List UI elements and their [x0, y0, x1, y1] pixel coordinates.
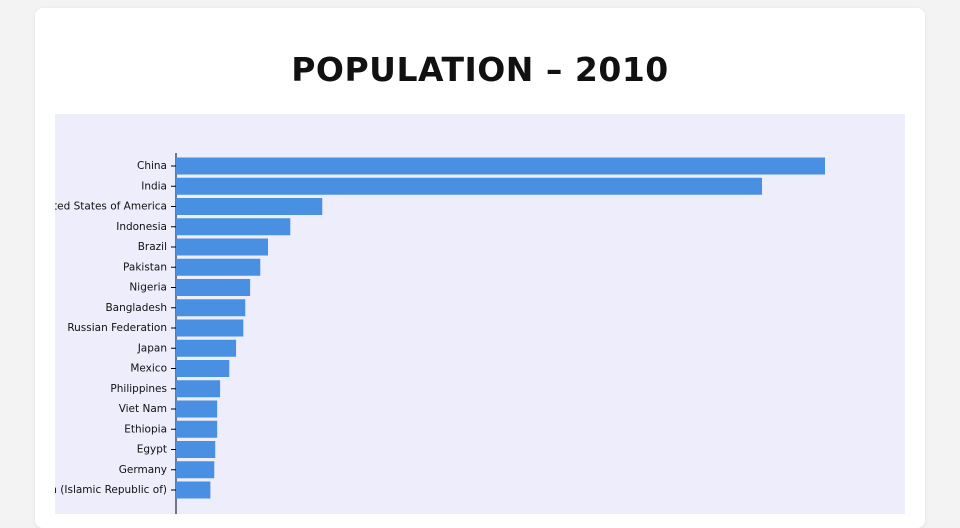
- bar: [176, 238, 269, 256]
- bar: [176, 481, 211, 499]
- y-tick-label: Bangladesh: [105, 302, 167, 314]
- y-tick-label: Philippines: [110, 383, 167, 395]
- y-tick-label: Viet Nam: [119, 403, 167, 415]
- bar: [176, 420, 218, 438]
- bar: [176, 198, 323, 215]
- bar: [176, 339, 237, 357]
- y-tick-label: Iran (Islamic Republic of): [55, 484, 167, 496]
- y-tick-label: India: [141, 180, 167, 192]
- bar: [176, 461, 215, 479]
- bar: [176, 441, 216, 458]
- bar: [176, 218, 291, 236]
- bar: [176, 279, 251, 296]
- page: POPULATION – 2010 China India United State…: [35, 8, 925, 528]
- y-tick-label: United States of America: [55, 201, 167, 213]
- y-tick-label: Egypt: [137, 444, 167, 456]
- y-tick-label: Germany: [119, 464, 167, 476]
- y-tick-label: Indonesia: [116, 221, 167, 233]
- bar: [176, 400, 218, 418]
- y-tick-label: Brazil: [138, 241, 167, 253]
- y-tick-label: Japan: [137, 342, 167, 354]
- chart-title: POPULATION – 2010: [291, 50, 669, 89]
- y-tick-label: China: [137, 160, 167, 172]
- y-tick-label: Ethiopia: [124, 423, 167, 435]
- y-tick-label: Mexico: [130, 363, 167, 375]
- bar: [176, 177, 763, 195]
- plot-area: China India United States of America Indone…: [55, 114, 905, 514]
- bar: [176, 157, 825, 175]
- bar: [176, 360, 230, 377]
- y-tick-label: Russian Federation: [67, 322, 167, 334]
- y-tick-label: Nigeria: [129, 282, 167, 294]
- bar: [176, 319, 244, 337]
- bar: [176, 380, 221, 398]
- y-tick-label: Pakistan: [123, 261, 167, 273]
- chart: China India United States of America Indone…: [55, 153, 825, 514]
- bar: [176, 299, 246, 317]
- bar: [176, 258, 261, 276]
